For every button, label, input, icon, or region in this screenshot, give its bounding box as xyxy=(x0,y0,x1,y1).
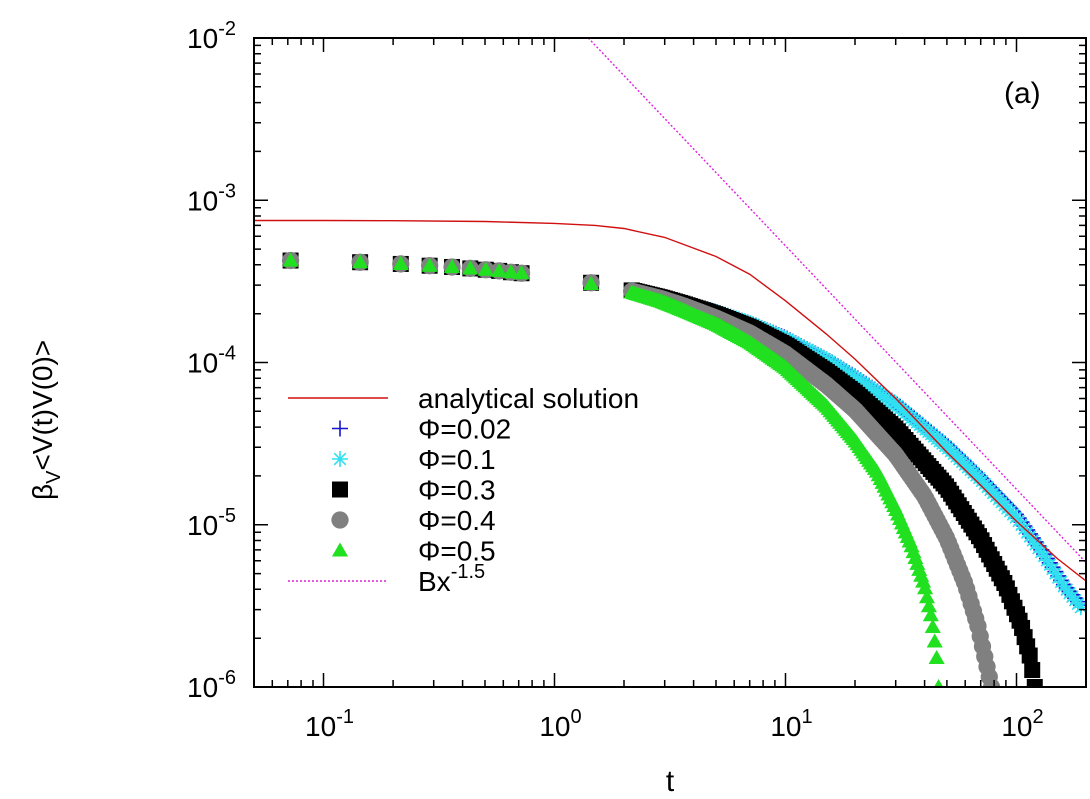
y-axis-label-base: β xyxy=(27,484,58,500)
data-point xyxy=(918,589,936,604)
data-point xyxy=(1044,561,1061,578)
data-point xyxy=(462,260,479,275)
y-axis-label-sub: V xyxy=(43,470,65,484)
x-tick-label: 10-1 xyxy=(305,706,354,742)
data-point xyxy=(1053,574,1070,591)
legend-label: Φ=0.4 xyxy=(418,505,496,536)
data-point xyxy=(922,607,939,622)
data-point xyxy=(924,618,941,634)
data-point xyxy=(443,258,461,273)
legend-label: Bx-1.5 xyxy=(418,561,485,597)
legend-label: analytical solution xyxy=(418,383,639,414)
analytical-solution-line xyxy=(254,219,1086,582)
data-point xyxy=(1033,544,1050,561)
y-tick-label: 10-6 xyxy=(187,667,236,703)
legend-marker xyxy=(331,511,349,529)
x-axis-label: t xyxy=(666,765,675,798)
legend-marker xyxy=(332,481,348,498)
data-point xyxy=(1036,548,1053,565)
legend-label: Φ=0.1 xyxy=(418,444,496,475)
data-point xyxy=(1026,679,1043,687)
y-tick-label: 10-3 xyxy=(187,180,236,216)
panel-label: (a) xyxy=(1004,77,1041,110)
data-point xyxy=(1072,599,1086,616)
data-point xyxy=(1047,565,1064,582)
legend-marker xyxy=(332,420,348,437)
data-point xyxy=(1021,647,1038,664)
legend-entry: Φ=0.3 xyxy=(332,475,496,506)
series-layer xyxy=(254,38,1086,687)
data-point xyxy=(920,598,937,613)
legend-marker xyxy=(331,542,349,557)
y-axis-label: βV<V(t)V(0)> xyxy=(27,340,65,500)
legend-label: Φ=0.3 xyxy=(418,475,496,506)
data-point xyxy=(926,633,943,648)
data-point xyxy=(1038,552,1055,569)
legend-entry: analytical solution xyxy=(288,383,639,414)
legend-label: Φ=0.02 xyxy=(418,414,511,445)
data-point xyxy=(352,254,369,269)
data-point xyxy=(502,264,520,279)
y-axis-label-rest: <V(t)V(0)> xyxy=(27,340,58,471)
svg-text:βV<V(t)V(0)>: βV<V(t)V(0)> xyxy=(27,340,65,500)
series-triangle xyxy=(282,252,945,687)
legend-label: Φ=0.5 xyxy=(418,536,496,567)
data-point xyxy=(982,678,1001,687)
data-point xyxy=(1050,569,1067,586)
ticks-layer: 10-1 100 101 102 10-6 10-5 10-4 10-3 10-2 xyxy=(187,18,1087,742)
data-point xyxy=(282,252,299,267)
power-law-line xyxy=(587,38,1086,563)
x-tick-label: 102 xyxy=(1001,706,1043,742)
legend-entry: Φ=0.4 xyxy=(331,505,496,536)
y-tick-label: 10-5 xyxy=(187,505,236,541)
legend-marker xyxy=(332,451,348,467)
axis-ticks xyxy=(253,37,1087,688)
legend-entry: Φ=0.1 xyxy=(332,444,496,475)
data-point xyxy=(477,261,494,276)
data-point xyxy=(583,275,600,290)
legend-entry: Φ=0.02 xyxy=(332,414,511,445)
data-point xyxy=(513,265,530,280)
legend-entry: Bx-1.5 xyxy=(288,561,485,597)
y-tick-label: 10-4 xyxy=(187,343,236,379)
data-point xyxy=(1041,556,1058,573)
legend-entry: Φ=0.5 xyxy=(331,536,496,567)
data-point xyxy=(421,257,438,272)
x-tick-label: 100 xyxy=(539,706,581,742)
legend: analytical solutionΦ=0.02Φ=0.1Φ=0.3Φ=0.4… xyxy=(288,383,639,597)
y-tick-label: 10-2 xyxy=(187,18,236,54)
data-point xyxy=(928,649,945,665)
x-tick-label: 101 xyxy=(770,706,812,742)
data-point xyxy=(933,678,944,687)
data-point xyxy=(1024,662,1041,679)
data-point xyxy=(491,262,508,277)
data-point xyxy=(392,255,409,270)
data-point xyxy=(917,580,934,595)
